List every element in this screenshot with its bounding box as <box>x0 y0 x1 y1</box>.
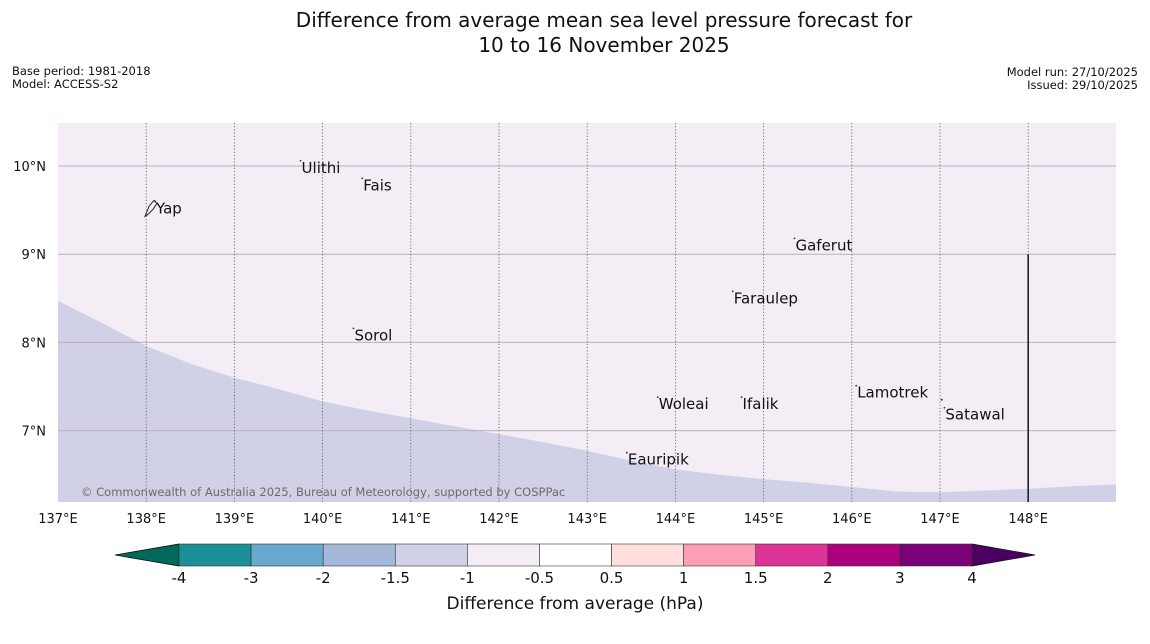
place-marker <box>943 406 946 409</box>
lon-tick-label: 146°E <box>832 512 872 527</box>
place-marker <box>740 396 743 399</box>
base-period-text: Base period: 1981-2018 <box>12 64 151 78</box>
colorbar-tick-label: 2 <box>823 569 833 587</box>
colorbar-tick-label: 0.5 <box>600 569 624 587</box>
colorbar: -4 -3 -2 -1.5 -1 -0.5 0.5 1 1.5 2 3 4 Difference fro… <box>114 543 1036 614</box>
colorbar-segment <box>827 543 901 567</box>
plot-area: Yap Ulithi Fais Gaferut Faraulep Sorol Lamotre… <box>58 123 1116 502</box>
title-line-2: 10 to 16 November 2025 <box>478 33 730 57</box>
place-label: Faraulep <box>734 289 798 307</box>
meta-right: Model run: 27/10/2025 Issued: 29/10/2025 <box>1007 66 1138 92</box>
place-marker <box>352 327 355 330</box>
lon-tick-label: 138°E <box>126 512 166 527</box>
lat-tick-label: 9°N <box>22 248 47 263</box>
place-label: Fais <box>363 176 392 194</box>
place-label: Woleai <box>659 395 709 413</box>
lon-tick-label: 142°E <box>479 512 519 527</box>
colorbar-under-arrow <box>114 543 180 567</box>
colorbar-title: Difference from average (hPa) <box>447 594 704 614</box>
place-marker <box>855 384 858 387</box>
lat-tick-label: 10°N <box>13 160 46 175</box>
colorbar-segment <box>178 543 252 567</box>
colorbar-tick-label: 3 <box>895 569 905 587</box>
lat-tick-label: 7°N <box>22 425 47 440</box>
place-marker <box>793 237 796 240</box>
lon-tick-label: 141°E <box>391 512 431 527</box>
colorbar-tick-label: 1.5 <box>744 569 768 587</box>
place-label: Ifalik <box>743 395 779 413</box>
colorbar-segment <box>539 543 612 567</box>
place-label: Satawal <box>945 406 1004 424</box>
place-label: Eauripik <box>628 451 689 469</box>
region-below <box>58 300 1116 502</box>
place-ulithi: Ulithi <box>299 159 341 177</box>
chart-title: Difference from average mean sea level p… <box>0 8 1150 58</box>
place-marker <box>299 159 302 162</box>
place-gaferut: Gaferut <box>793 236 852 254</box>
copyright-text: © Commonwealth of Australia 2025, Bureau… <box>81 485 565 499</box>
place-label: Yap <box>155 199 182 217</box>
place-marker <box>656 396 659 399</box>
place-eauripik: Eauripik <box>625 451 689 469</box>
place-lamotrek: Lamotrek <box>855 384 928 402</box>
place-label: Sorol <box>354 326 392 344</box>
place-marker <box>625 451 628 454</box>
place-ifalik: Ifalik <box>740 395 779 413</box>
lon-tick-label: 143°E <box>567 512 607 527</box>
place-marker <box>731 290 734 293</box>
colorbar-tick-label: -4 <box>172 569 187 587</box>
place-yap: Yap <box>154 199 182 217</box>
colorbar-segment <box>683 543 757 567</box>
place-fais: Fais <box>361 176 392 194</box>
colorbar-segment <box>755 543 829 567</box>
colorbar-over-arrow <box>971 543 1036 567</box>
lon-tick-label: 145°E <box>744 512 784 527</box>
place-label: Ulithi <box>302 159 341 177</box>
colorbar-tick-label: -1.5 <box>381 569 410 587</box>
place-marker <box>361 177 364 180</box>
place-marker <box>154 200 156 203</box>
place-sorol: Sorol <box>352 326 392 344</box>
colorbar-tick-label: -1 <box>460 569 475 587</box>
model-run-text: Model run: 27/10/2025 <box>1006 65 1138 79</box>
place-label: Gaferut <box>795 236 852 254</box>
islet-marker <box>940 398 943 401</box>
colorbar-segment <box>467 543 540 567</box>
colorbar-segment <box>322 543 396 567</box>
colorbar-tick-label: -2 <box>316 569 331 587</box>
place-woleai: Woleai <box>656 395 709 413</box>
lon-tick-label: 147°E <box>920 512 960 527</box>
place-faraulep: Faraulep <box>731 289 798 307</box>
place-satawal: Satawal <box>943 406 1005 424</box>
colorbar-segment <box>611 543 684 567</box>
lon-tick-label: 140°E <box>303 512 343 527</box>
title-line-1: Difference from average mean sea level p… <box>295 8 913 32</box>
model-text: Model: ACCESS-S2 <box>12 77 119 91</box>
colorbar-tick-label: -3 <box>244 569 259 587</box>
lon-tick-label: 137°E <box>38 512 78 527</box>
colorbar-segment <box>899 543 973 567</box>
colorbar-segment <box>250 543 324 567</box>
yap-island-outline <box>143 199 158 218</box>
place-label: Lamotrek <box>857 384 928 402</box>
meta-left: Base period: 1981-2018 Model: ACCESS-S2 <box>12 65 151 91</box>
colorbar-tick-label: -0.5 <box>525 569 554 587</box>
lon-tick-label: 148°E <box>1008 512 1048 527</box>
colorbar-segment <box>394 543 468 567</box>
lon-tick-label: 139°E <box>215 512 255 527</box>
colorbar-tick-label: 1 <box>679 569 689 587</box>
colorbar-tick-label: 4 <box>967 569 977 587</box>
issued-text: Issued: 29/10/2025 <box>1027 78 1138 92</box>
lon-tick-label: 144°E <box>656 512 696 527</box>
lat-tick-label: 8°N <box>22 336 47 351</box>
